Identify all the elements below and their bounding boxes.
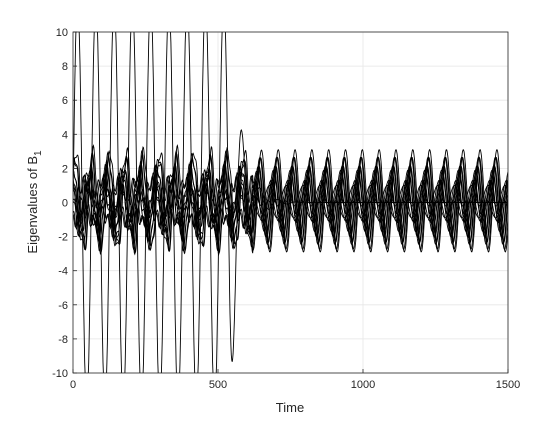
y-tick-label: -6 xyxy=(58,300,68,312)
y-tick-label: 6 xyxy=(62,95,68,107)
y-tick-label: -2 xyxy=(58,232,68,244)
y-tick-label: 4 xyxy=(62,129,68,141)
y-tick-label: -4 xyxy=(58,266,68,278)
x-tick-label: 0 xyxy=(70,379,76,391)
y-tick-label: 8 xyxy=(62,61,68,73)
series-line xyxy=(73,179,508,239)
x-tick-label: 1500 xyxy=(496,379,520,391)
x-tick-label: 500 xyxy=(209,379,227,391)
y-tick-label: 2 xyxy=(62,163,68,175)
series-line xyxy=(73,172,508,215)
x-axis-ticks: 0 500 1000 1500 xyxy=(70,369,520,391)
y-tick-label: -10 xyxy=(52,368,68,380)
y-tick-label: 10 xyxy=(56,27,68,39)
y-axis-label-subscript: 1 xyxy=(33,150,44,156)
series-group xyxy=(73,32,508,373)
x-tick-label: 1000 xyxy=(351,379,375,391)
y-tick-label: 0 xyxy=(62,198,68,210)
y-tick-label: -8 xyxy=(58,334,68,346)
y-axis-ticks: -10 -8 -6 -4 -2 0 2 4 6 8 10 xyxy=(52,27,77,380)
x-axis-label: Time xyxy=(276,400,304,415)
series-line xyxy=(73,175,508,207)
series-line xyxy=(73,200,508,229)
y-axis-label-main: Eigenvalues of B xyxy=(25,156,40,254)
y-axis-label: Eigenvalues of B1 xyxy=(25,150,44,254)
